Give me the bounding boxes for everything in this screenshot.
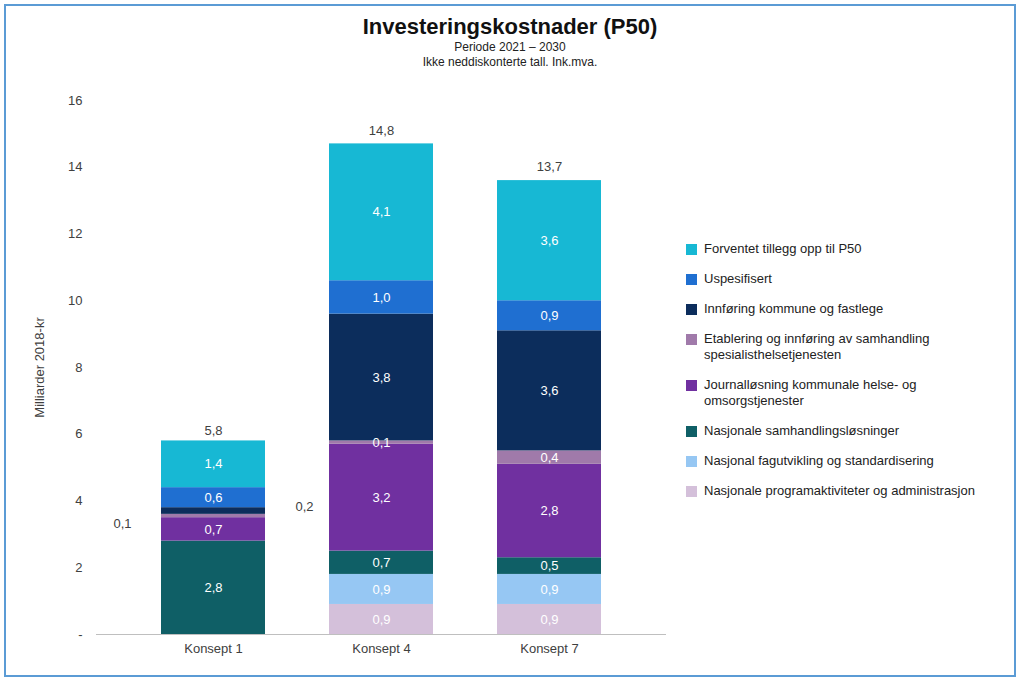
svg-text:2: 2 <box>75 560 82 575</box>
svg-text:6: 6 <box>75 426 82 441</box>
svg-text:0,1: 0,1 <box>113 516 131 531</box>
svg-text:1,4: 1,4 <box>204 456 222 471</box>
html-text:Nasjonal fagutvikling og stand: Nasjonal fagutvikling og standardisering <box>704 453 934 468</box>
svg-text:1,0: 1,0 <box>372 290 390 305</box>
html-text:Etablering og innføring av sam: Etablering og innføring av samhandling s… <box>704 331 930 362</box>
html-text:Forventet tillegg opp til P50: Forventet tillegg opp til P50 <box>704 241 862 256</box>
html-text:Innføring kommune og fastlege: Innføring kommune og fastlege <box>704 301 884 316</box>
svg-text:0,9: 0,9 <box>540 612 558 627</box>
svg-text:0,9: 0,9 <box>372 612 390 627</box>
svg-text:0,2: 0,2 <box>296 499 314 514</box>
svg-text:5,8: 5,8 <box>204 423 222 438</box>
svg-text:16: 16 <box>68 93 82 108</box>
svg-text:3,2: 3,2 <box>372 490 390 505</box>
svg-text:4,1: 4,1 <box>372 204 390 219</box>
html-text:Nasjonale samhandlingsløsninge: Nasjonale samhandlingsløsninger <box>704 423 900 438</box>
svg-text:Milliarder 2018-kr: Milliarder 2018-kr <box>32 317 47 418</box>
svg-text:0,1: 0,1 <box>372 435 390 450</box>
html-text:Nasjonale programaktiviteter o: Nasjonale programaktiviteter og administ… <box>704 483 975 498</box>
svg-text:3,6: 3,6 <box>540 233 558 248</box>
svg-text:8: 8 <box>75 360 82 375</box>
svg-text:14: 14 <box>68 159 82 174</box>
html-text:Ikke neddiskonterte tall. Ink.: Ikke neddiskonterte tall. Ink.mva. <box>422 55 598 69</box>
svg-text:Konsept 1: Konsept 1 <box>184 641 243 656</box>
svg-text:0,7: 0,7 <box>372 555 390 570</box>
svg-text:Konsept 4: Konsept 4 <box>352 641 411 656</box>
html-text:Journalløsning kommunale helse: Journalløsning kommunale helse- og omsor… <box>704 377 917 408</box>
html-text:Investeringskostnader (P50): Investeringskostnader (P50) <box>362 14 658 39</box>
svg-text:0,5: 0,5 <box>540 558 558 573</box>
svg-text:13,7: 13,7 <box>537 159 562 174</box>
svg-text:3,8: 3,8 <box>372 370 390 385</box>
svg-text:4: 4 <box>75 493 82 508</box>
html-text:Periode 2021 – 2030: Periode 2021 – 2030 <box>454 40 566 54</box>
svg-text:10: 10 <box>68 293 82 308</box>
svg-text:-: - <box>78 627 82 642</box>
svg-text:12: 12 <box>68 226 82 241</box>
svg-text:2,8: 2,8 <box>204 580 222 595</box>
svg-text:14,8: 14,8 <box>369 123 394 138</box>
svg-text:0,6: 0,6 <box>204 490 222 505</box>
svg-text:0,4: 0,4 <box>540 450 558 465</box>
svg-text:0,9: 0,9 <box>540 582 558 597</box>
svg-text:2,8: 2,8 <box>540 503 558 518</box>
html-text:Uspesifisert: Uspesifisert <box>704 271 772 286</box>
svg-text:3,6: 3,6 <box>540 383 558 398</box>
svg-text:0,7: 0,7 <box>204 522 222 537</box>
svg-text:0,9: 0,9 <box>372 582 390 597</box>
svg-text:Konsept 7: Konsept 7 <box>520 641 579 656</box>
svg-text:0,9: 0,9 <box>540 308 558 323</box>
